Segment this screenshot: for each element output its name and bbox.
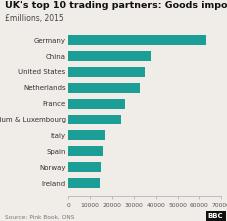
Bar <box>68 162 101 172</box>
Text: UK's top 10 trading partners: Goods imports: UK's top 10 trading partners: Goods impo… <box>5 1 227 10</box>
Text: Source: Pink Book, ONS: Source: Pink Book, ONS <box>5 215 74 220</box>
Bar <box>68 130 105 140</box>
Bar <box>68 99 125 109</box>
Bar <box>68 67 144 77</box>
Bar <box>68 51 151 61</box>
Bar <box>68 178 100 188</box>
Bar <box>68 35 205 45</box>
Text: BBC: BBC <box>207 213 222 219</box>
Bar <box>68 146 103 156</box>
Text: £millions, 2015: £millions, 2015 <box>5 14 63 23</box>
Bar <box>68 115 120 124</box>
Bar <box>68 83 140 93</box>
